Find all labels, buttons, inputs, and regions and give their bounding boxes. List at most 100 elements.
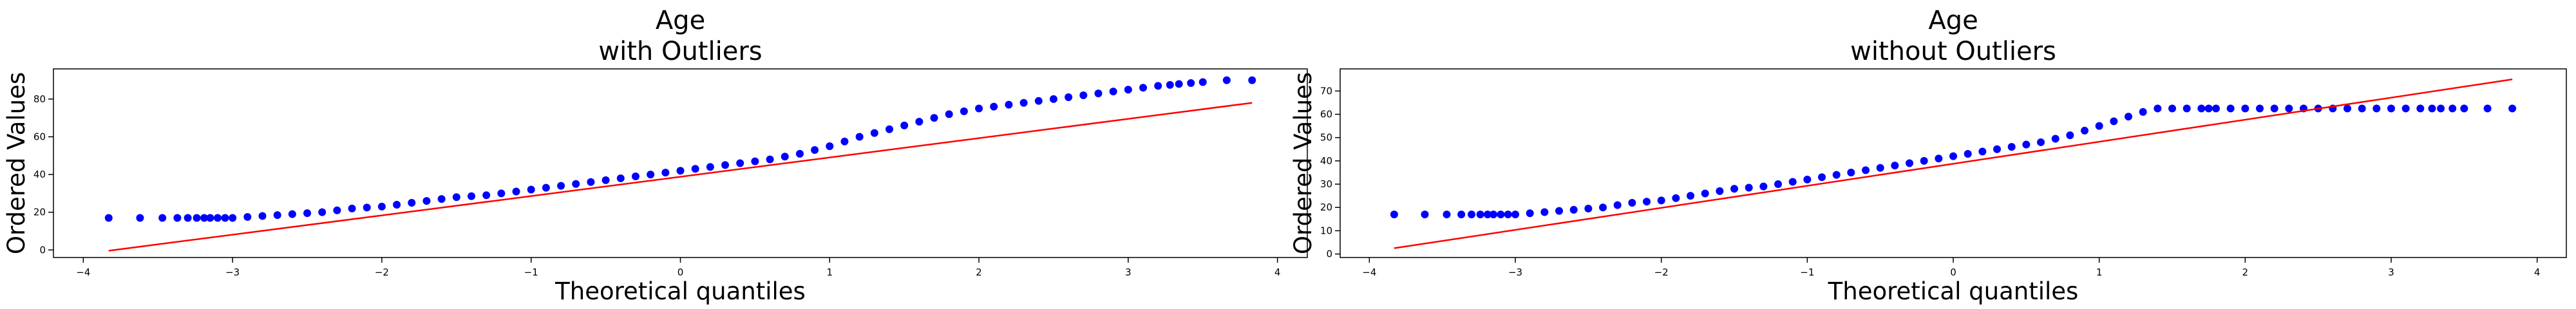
y-tick-label: 80 (33, 93, 46, 105)
y-tick-label: 0 (39, 244, 46, 256)
x-tick-label: 4 (1274, 267, 1281, 278)
data-point (542, 183, 550, 192)
x-tick-label: −4 (76, 267, 90, 278)
data-point (363, 203, 371, 212)
data-point (736, 159, 744, 167)
y-tick-label: 30 (1320, 178, 1332, 190)
y-tick-label: 40 (33, 169, 46, 180)
data-points (1390, 104, 2517, 219)
data-point (1421, 211, 1429, 219)
data-point (616, 174, 625, 182)
data-point (930, 114, 938, 122)
data-point (1198, 78, 1207, 86)
data-point (1759, 182, 1768, 191)
x-tick-label: −4 (1362, 267, 1376, 278)
data-point (1949, 152, 1957, 160)
data-point (512, 187, 520, 196)
data-point (2387, 104, 2395, 113)
data-point (408, 199, 416, 207)
data-point (781, 153, 789, 161)
data-point (258, 212, 267, 220)
chart-title-line-1: Age (656, 6, 705, 35)
data-point (2448, 104, 2457, 113)
data-point (1730, 185, 1738, 193)
y-tick-label: 70 (1320, 85, 1332, 97)
x-tick-label: 0 (677, 267, 684, 278)
data-point (1504, 211, 1512, 219)
data-point (497, 189, 506, 198)
data-point (2416, 104, 2425, 113)
data-point (1005, 100, 1013, 109)
y-tick-label: 60 (33, 131, 46, 142)
y-tick-label: 60 (1320, 109, 1332, 120)
data-point (1672, 194, 1680, 202)
data-point (2212, 104, 2220, 113)
data-point (1497, 211, 1505, 219)
data-point (1862, 166, 1870, 174)
data-point (676, 167, 685, 175)
data-point (2285, 104, 2293, 113)
y-tick-label: 20 (1320, 201, 1332, 213)
data-point (1876, 164, 1884, 172)
x-tick-label: 1 (827, 267, 833, 278)
x-tick-label: −3 (225, 267, 240, 278)
data-point (1443, 211, 1451, 219)
data-point (840, 137, 849, 145)
chart-title-line-1: Age (1928, 6, 1978, 35)
data-point (452, 193, 460, 201)
x-tick-label: −2 (1654, 267, 1669, 278)
x-tick-label: 2 (976, 267, 982, 278)
data-point (975, 104, 983, 113)
data-point (900, 121, 909, 129)
x-tick-label: −1 (524, 267, 538, 278)
data-point (2428, 104, 2436, 113)
data-point (377, 202, 386, 211)
chart-title-line-2: with Outliers (598, 37, 762, 66)
data-point (1803, 175, 1812, 183)
x-tick-label: 1 (2096, 267, 2103, 278)
data-point (1187, 79, 1195, 87)
data-point (1906, 159, 1913, 167)
plot-frame (53, 68, 1308, 258)
data-point (2095, 122, 2103, 130)
data-point (766, 155, 774, 164)
data-point (990, 102, 998, 111)
data-point (1390, 211, 1398, 219)
data-point (1049, 95, 1057, 103)
fit-line (1394, 79, 2513, 249)
y-tick-label: 10 (1320, 225, 1332, 236)
x-tick-label: 2 (2242, 267, 2249, 278)
data-point (1019, 98, 1028, 107)
data-point (2344, 104, 2351, 113)
x-tick-label: 3 (2388, 267, 2394, 278)
data-point (1643, 198, 1651, 206)
data-point (1476, 211, 1484, 219)
data-point (1818, 173, 1826, 182)
data-point (706, 163, 714, 171)
data-point (2051, 135, 2060, 143)
data-point (200, 214, 209, 222)
data-point (2401, 104, 2410, 113)
data-point (2007, 143, 2016, 151)
data-point (2197, 104, 2206, 113)
data-point (1891, 162, 1899, 170)
data-point (2241, 104, 2249, 113)
data-point (1964, 150, 1972, 158)
x-tick-label: −1 (1800, 267, 1814, 278)
data-point (527, 185, 535, 194)
y-tick-label: 0 (1326, 248, 1332, 260)
data-point (2256, 104, 2264, 113)
data-point (173, 214, 182, 222)
data-point (422, 197, 431, 205)
data-point (721, 161, 730, 169)
data-point (1166, 80, 1174, 89)
data-point (2372, 104, 2381, 113)
x-tick-label: 0 (1950, 267, 1956, 278)
data-point (243, 213, 252, 221)
data-point (1788, 178, 1797, 186)
data-point (2081, 126, 2088, 135)
data-point (2183, 104, 2191, 113)
data-point (1511, 211, 1519, 219)
